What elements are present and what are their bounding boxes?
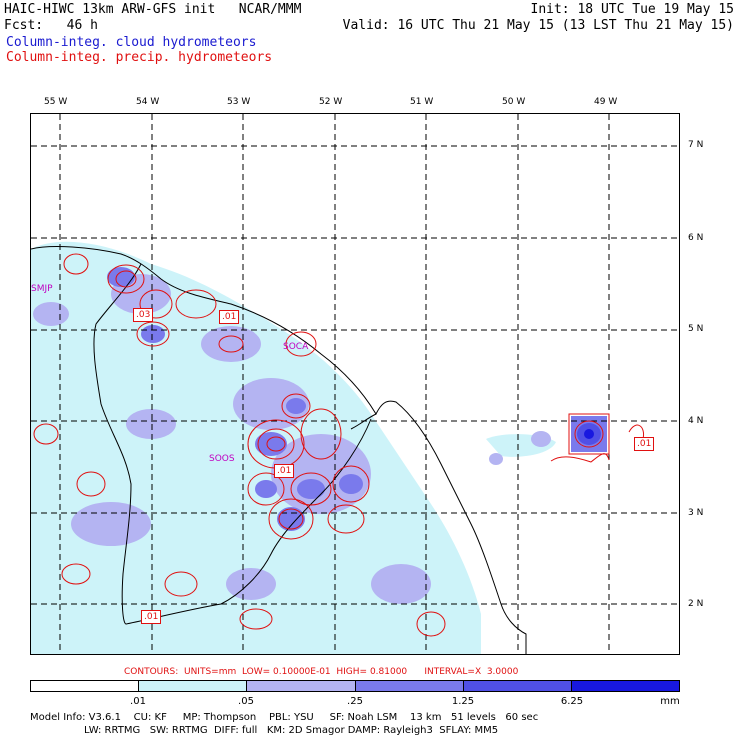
graticule [31, 114, 679, 654]
map-panel: SMJP SOCA SOOS .03 .01 .01 .01 .01 [30, 113, 680, 655]
lon-label: 53 W [227, 97, 251, 107]
colorbar-label: 6.25 [560, 696, 584, 707]
header-line2-left: Fcst: 46 h [4, 18, 98, 33]
lat-label: 3 N [688, 508, 704, 518]
contour-label: .03 [133, 308, 154, 322]
header-line1-left: HAIC-HIWC 13km ARW-GFS init NCAR/MMM [4, 2, 302, 17]
contour-info: CONTOURS: UNITS=mm LOW= 0.10000E-01 HIGH… [124, 667, 519, 677]
model-info-line1: Model Info: V3.6.1 CU: KF MP: Thompson P… [30, 712, 539, 723]
header-line2-right: Valid: 16 UTC Thu 21 May 15 (13 LST Thu … [342, 18, 734, 33]
header-line1-right: Init: 18 UTC Tue 19 May 15 [530, 2, 735, 17]
station-label: SOOS [209, 454, 235, 464]
colorbar-label: .25 [347, 696, 363, 707]
cloud-legend-label: Column-integ. cloud hydrometeors [6, 35, 257, 50]
lat-label: 7 N [688, 140, 704, 150]
colorbar-segment [463, 681, 572, 691]
cloud-fill-layer [31, 241, 607, 654]
contour-label: .01 [274, 464, 295, 478]
lon-label: 54 W [136, 97, 160, 107]
lon-label: 55 W [44, 97, 68, 107]
lon-label: 50 W [502, 97, 526, 107]
lat-label: 4 N [688, 416, 704, 426]
station-label: SMJP [31, 284, 53, 294]
colorbar-segment [31, 681, 140, 691]
precip-legend-label: Column-integ. precip. hydrometeors [6, 50, 273, 65]
colorbar-units: mm [660, 696, 680, 707]
map-canvas [31, 114, 679, 654]
colorbar-label: 1.25 [451, 696, 475, 707]
model-info-line2: LW: RRTMG SW: RRTMG DIFF: full KM: 2D Sm… [30, 725, 499, 736]
contour-label: .01 [219, 310, 240, 324]
lon-label: 51 W [410, 97, 434, 107]
colorbar-segment [139, 681, 248, 691]
colorbar-segment [247, 681, 356, 691]
colorbar-label: .01 [130, 696, 146, 707]
station-label: SOCA [283, 342, 309, 352]
lat-label: 2 N [688, 599, 704, 609]
lon-label: 49 W [594, 97, 618, 107]
colorbar [30, 680, 680, 692]
lat-label: 5 N [688, 324, 704, 334]
colorbar-segment [355, 681, 464, 691]
lon-label: 52 W [319, 97, 343, 107]
precip-contours [33, 253, 645, 637]
contour-label: .01 [141, 610, 162, 624]
coastline [31, 246, 527, 654]
colorbar-label: .05 [238, 696, 254, 707]
contour-label: .01 [634, 437, 655, 451]
lat-label: 6 N [688, 233, 704, 243]
colorbar-segment [571, 681, 680, 691]
